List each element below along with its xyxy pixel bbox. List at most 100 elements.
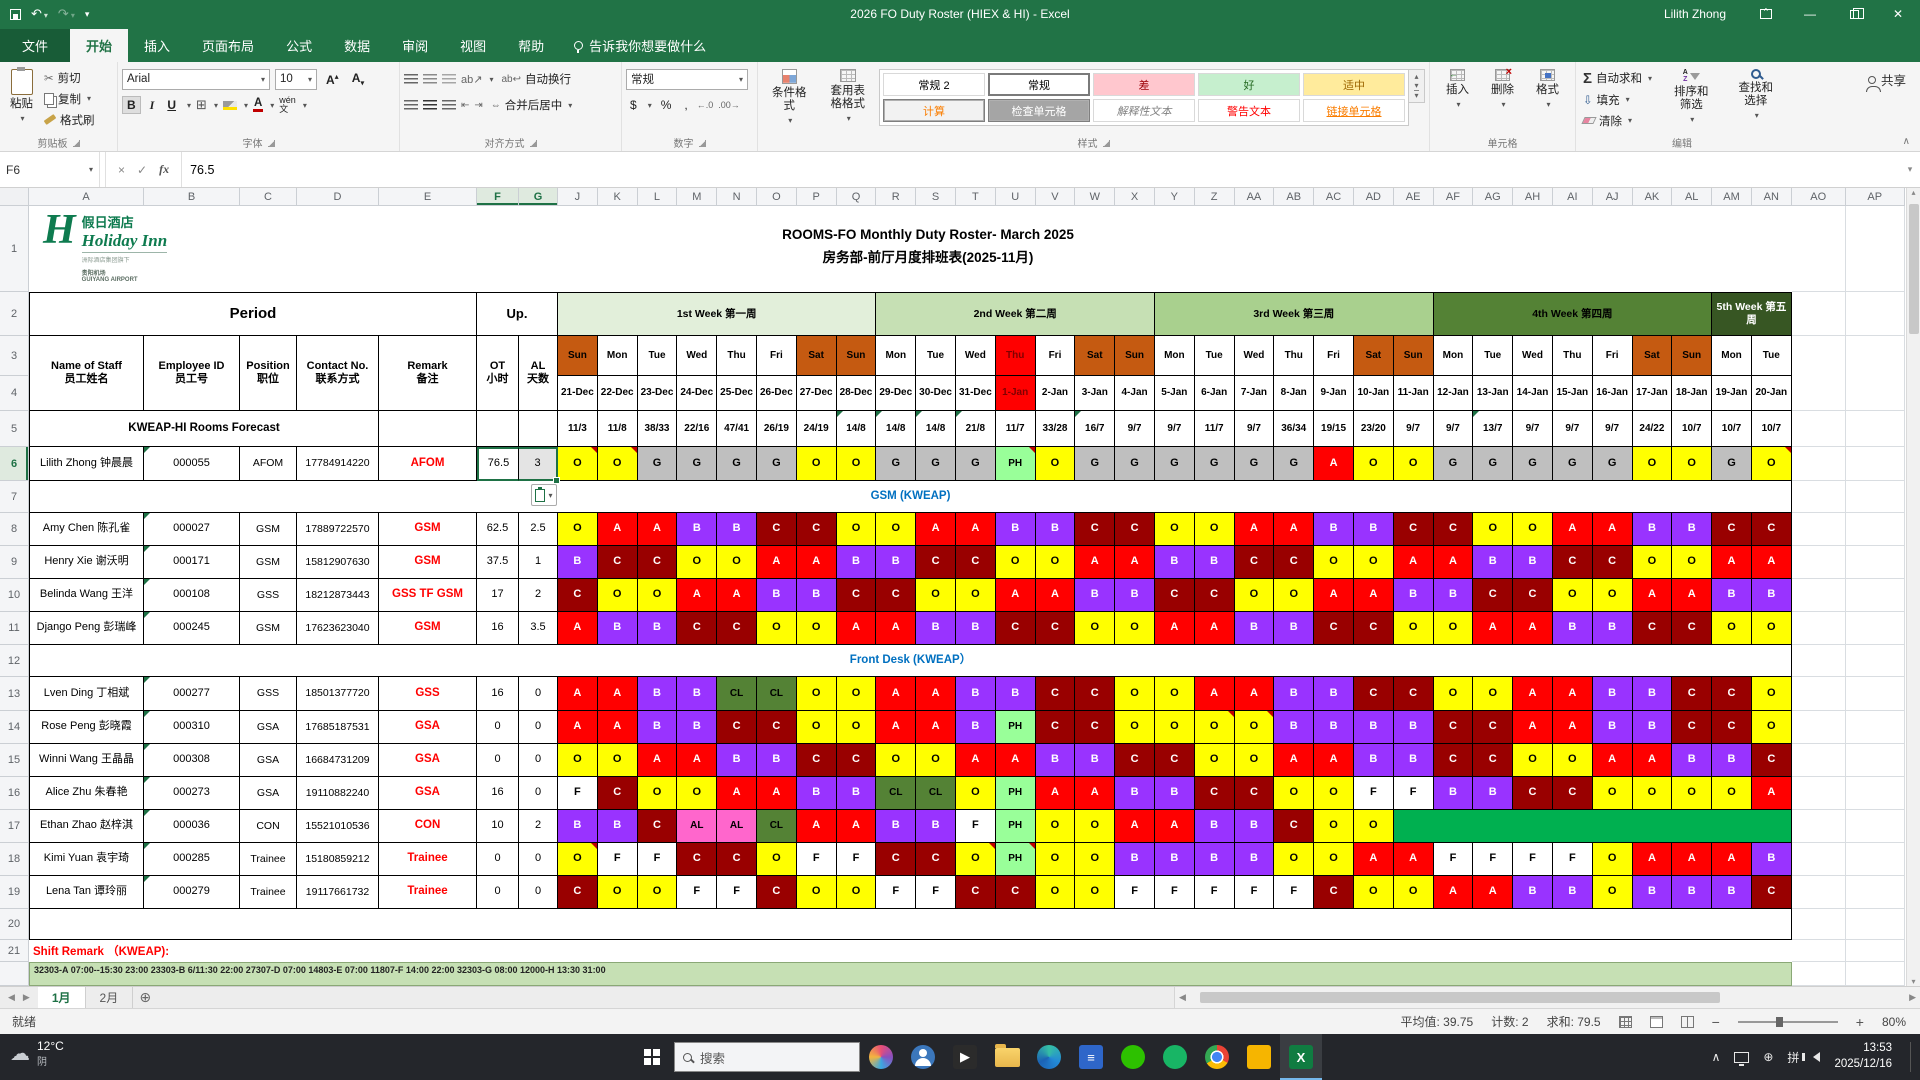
shift-cell[interactable]: C bbox=[677, 612, 718, 645]
shift-cell[interactable]: C bbox=[995, 876, 1036, 909]
shift-cell[interactable]: A bbox=[1473, 612, 1514, 645]
shift-cell[interactable]: F bbox=[1433, 843, 1474, 876]
ribbon-display-options-icon[interactable] bbox=[1744, 0, 1788, 28]
shift-cell[interactable]: F bbox=[796, 843, 837, 876]
cell-style-差[interactable]: 差 bbox=[1093, 73, 1195, 96]
shift-cell[interactable]: O bbox=[637, 777, 678, 810]
shift-cell[interactable]: O bbox=[955, 843, 996, 876]
shift-cell[interactable]: O bbox=[1154, 513, 1195, 546]
cell-style-解释性文本[interactable]: 解释性文本 bbox=[1093, 99, 1195, 122]
shift-cell[interactable]: CL bbox=[717, 677, 757, 711]
ribbon-tab-开始[interactable]: 开始 bbox=[70, 29, 129, 62]
shift-cell[interactable]: G bbox=[876, 447, 917, 481]
format-painter-button[interactable]: 格式刷 bbox=[41, 110, 98, 129]
shift-cell[interactable]: F bbox=[677, 876, 718, 909]
shift-cell[interactable]: C bbox=[717, 711, 757, 744]
shift-cell[interactable]: O bbox=[1393, 447, 1434, 481]
sheet-nav-left-icon[interactable]: ◀ bbox=[8, 992, 15, 1002]
shift-cell[interactable]: A bbox=[1353, 843, 1394, 876]
shift-cell[interactable]: B bbox=[637, 677, 678, 711]
shift-cell[interactable]: G bbox=[637, 447, 678, 481]
shift-cell[interactable]: B bbox=[1592, 711, 1633, 744]
shift-cell[interactable]: A bbox=[796, 810, 837, 843]
shift-cell[interactable]: O bbox=[1075, 810, 1116, 843]
shift-cell[interactable]: B bbox=[717, 513, 757, 546]
shift-cell[interactable]: A bbox=[955, 744, 996, 777]
shift-cell[interactable]: G bbox=[1234, 447, 1275, 481]
column-header-K[interactable]: K bbox=[597, 188, 638, 206]
forecast-cell[interactable]: 33/28 bbox=[1035, 411, 1076, 447]
column-header-AH[interactable]: AH bbox=[1513, 188, 1553, 206]
shift-cell[interactable]: O bbox=[717, 546, 757, 579]
remark-cell[interactable]: GSS TF GSM bbox=[379, 579, 477, 612]
column-header-T[interactable]: T bbox=[955, 188, 996, 206]
shift-cell[interactable]: O bbox=[1353, 546, 1394, 579]
shift-cell[interactable]: B bbox=[1433, 777, 1474, 810]
shift-cell[interactable]: F bbox=[1234, 876, 1275, 909]
shift-cell[interactable]: F bbox=[955, 810, 996, 843]
staff-name-cell[interactable]: Django Peng 彭瑞峰 bbox=[29, 612, 144, 645]
shift-cell[interactable]: C bbox=[1194, 579, 1235, 612]
shift-cell[interactable]: O bbox=[1234, 744, 1275, 777]
shift-cell[interactable]: B bbox=[876, 546, 917, 579]
align-center-icon[interactable] bbox=[423, 99, 437, 111]
shift-cell[interactable]: F bbox=[1154, 876, 1195, 909]
shift-cell[interactable]: A bbox=[1751, 777, 1792, 810]
shift-cell[interactable]: O bbox=[836, 513, 877, 546]
row-header-14[interactable]: 14 bbox=[0, 711, 29, 744]
shift-cell[interactable]: C bbox=[1513, 579, 1553, 612]
shift-cell[interactable]: O bbox=[1035, 810, 1076, 843]
shift-cell[interactable]: AL bbox=[717, 810, 757, 843]
shift-cell[interactable]: AL bbox=[677, 810, 718, 843]
shift-cell[interactable]: O bbox=[677, 546, 718, 579]
shift-cell[interactable]: A bbox=[1314, 744, 1354, 777]
shift-cell[interactable]: B bbox=[1234, 843, 1275, 876]
forecast-cell[interactable]: 11/7 bbox=[995, 411, 1036, 447]
shift-cell[interactable]: O bbox=[1751, 612, 1792, 645]
shift-cell[interactable]: C bbox=[1393, 513, 1434, 546]
cell-style-警告文本[interactable]: 警告文本 bbox=[1198, 99, 1300, 122]
bold-button[interactable]: B bbox=[122, 96, 141, 114]
cell-style-好[interactable]: 好 bbox=[1198, 73, 1300, 96]
weather-widget[interactable]: ☁ 12°C 阴 bbox=[10, 1039, 64, 1069]
employee-id-cell[interactable]: 000036 bbox=[144, 810, 240, 843]
restore-button[interactable] bbox=[1832, 0, 1876, 28]
customize-qat-icon[interactable]: ▾ bbox=[84, 8, 90, 19]
column-header-AG[interactable]: AG bbox=[1473, 188, 1514, 206]
column-header-S[interactable]: S bbox=[916, 188, 956, 206]
shift-cell[interactable]: O bbox=[1154, 677, 1195, 711]
new-sheet-button[interactable]: ⊕ bbox=[139, 989, 152, 1005]
contact-cell[interactable]: 18212873443 bbox=[297, 579, 379, 612]
shift-cell[interactable]: C bbox=[1075, 677, 1116, 711]
ribbon-tab-插入[interactable]: 插入 bbox=[144, 39, 171, 54]
staff-name-cell[interactable]: Belinda Wang 王洋 bbox=[29, 579, 144, 612]
collapse-ribbon-icon[interactable]: ∧ bbox=[1902, 136, 1910, 147]
fill-handle[interactable] bbox=[553, 477, 560, 484]
shift-cell[interactable]: B bbox=[558, 810, 598, 843]
shift-cell[interactable]: A bbox=[876, 677, 917, 711]
shift-cell[interactable]: CL bbox=[876, 777, 917, 810]
shift-cell[interactable]: B bbox=[1592, 612, 1633, 645]
dialog-launcher-icon[interactable] bbox=[72, 140, 80, 147]
shift-cell[interactable]: O bbox=[1712, 777, 1752, 810]
column-header-AE[interactable]: AE bbox=[1393, 188, 1434, 206]
shift-cell[interactable]: B bbox=[876, 810, 917, 843]
row-header-15[interactable]: 15 bbox=[0, 744, 29, 777]
forecast-cell[interactable]: 9/7 bbox=[1234, 411, 1275, 447]
shift-cell[interactable]: B bbox=[558, 546, 598, 579]
contact-cell[interactable]: 17784914220 bbox=[297, 447, 379, 481]
shift-cell[interactable]: C bbox=[717, 612, 757, 645]
shift-cell[interactable]: O bbox=[1075, 876, 1116, 909]
shift-cell[interactable]: O bbox=[1433, 677, 1474, 711]
shift-cell[interactable]: A bbox=[1592, 744, 1633, 777]
shift-cell[interactable]: A bbox=[1552, 711, 1593, 744]
shift-cell[interactable]: A bbox=[1751, 546, 1792, 579]
shift-cell[interactable]: O bbox=[1592, 843, 1633, 876]
shift-cell[interactable]: O bbox=[1194, 513, 1235, 546]
row-header-9[interactable]: 9 bbox=[0, 546, 29, 579]
shift-cell[interactable]: O bbox=[1672, 447, 1713, 481]
shift-cell[interactable]: C bbox=[836, 744, 877, 777]
shift-cell[interactable]: B bbox=[597, 612, 638, 645]
shift-cell[interactable]: B bbox=[1433, 579, 1474, 612]
